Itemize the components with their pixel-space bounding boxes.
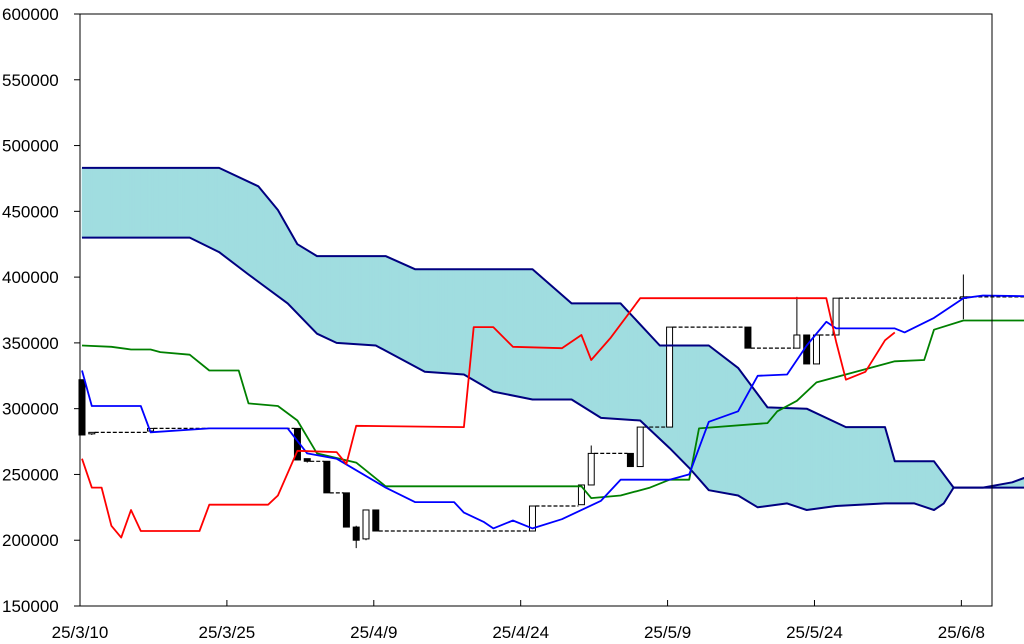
- candle-up: [577, 484, 585, 506]
- plot-frame: [79, 13, 993, 607]
- y-tick-label: 350000: [2, 334, 59, 353]
- candle-down: [352, 526, 360, 541]
- senkou_b-line: [82, 236, 1024, 511]
- candle-down: [744, 326, 752, 349]
- y-tick-label: 200000: [2, 531, 59, 550]
- x-tick-label: 25/6/8: [938, 623, 985, 642]
- candle-up: [666, 326, 674, 428]
- candle-down: [372, 509, 380, 532]
- x-tick-label: 25/4/24: [492, 623, 549, 642]
- candle-up: [636, 426, 644, 468]
- x-tick-label: 25/3/25: [199, 623, 256, 642]
- y-tick-label: 250000: [2, 465, 59, 484]
- x-tick-label: 25/4/9: [350, 623, 397, 642]
- x-tick-label: 25/5/24: [786, 623, 843, 642]
- candle-up: [587, 452, 595, 486]
- y-tick-label: 600000: [2, 5, 59, 24]
- y-tick-label: 450000: [2, 202, 59, 221]
- chikou-line: [81, 297, 896, 539]
- candle-down: [303, 458, 311, 462]
- kijun-line: [81, 319, 1024, 500]
- x-tick-label: 25/5/9: [644, 623, 691, 642]
- candle-up: [362, 509, 370, 540]
- candle-up: [88, 431, 96, 435]
- y-tick-label: 150000: [2, 597, 59, 616]
- y-tick-label: 550000: [2, 71, 59, 90]
- x-tick-label: 25/3/10: [52, 623, 109, 642]
- y-tick-label: 300000: [2, 400, 59, 419]
- tenkan-line: [81, 294, 1024, 530]
- y-tick-label: 500000: [2, 137, 59, 156]
- candle-up: [812, 334, 820, 365]
- line-layer: [81, 166, 1024, 539]
- candle-up: [832, 297, 840, 336]
- y-tick-label: 400000: [2, 268, 59, 287]
- candle-down: [78, 379, 86, 436]
- axis-layer: 150000 200000 250000 300000 350000 400000 4500…: [2, 5, 985, 642]
- candle-up: [528, 505, 536, 532]
- candle-layer: [78, 274, 1024, 549]
- senkou_a-line: [82, 166, 1024, 489]
- candle-down: [342, 492, 350, 528]
- candle-down: [626, 452, 634, 468]
- candle-up: [793, 334, 801, 349]
- candle-down: [323, 460, 331, 494]
